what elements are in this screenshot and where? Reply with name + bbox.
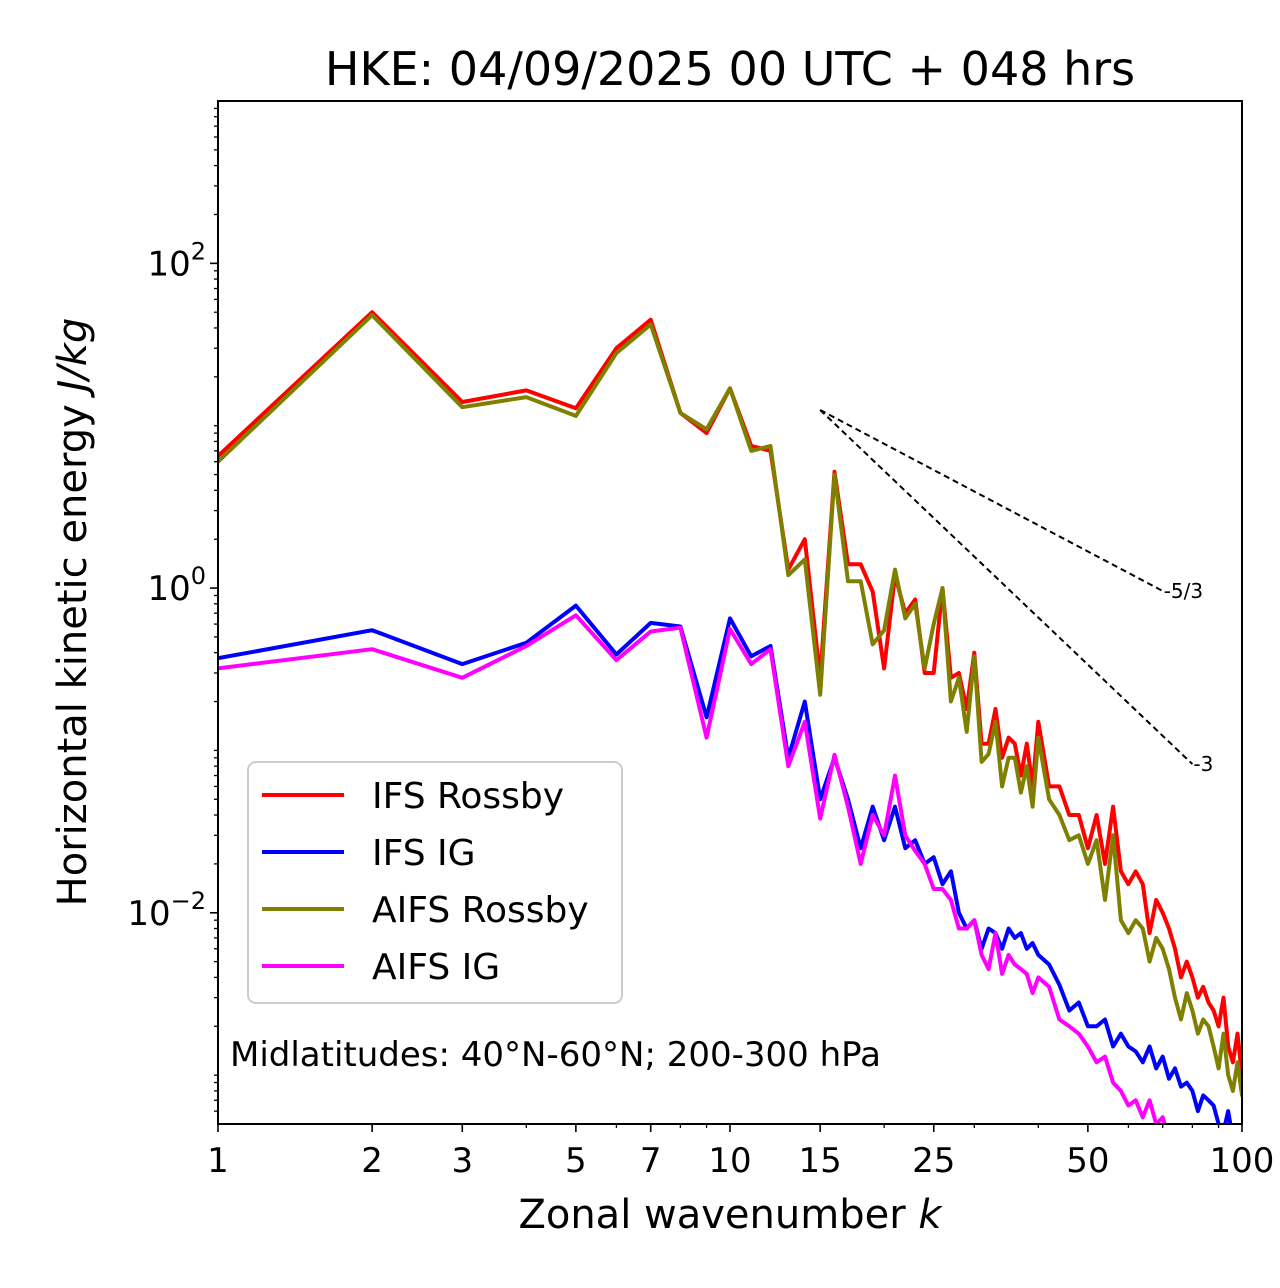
- y-tick-label: 102: [147, 237, 206, 284]
- series-layer: [218, 310, 1242, 1124]
- x-tick-label: 100: [1210, 1141, 1275, 1181]
- legend-label-ifs-ig: IFS IG: [372, 833, 476, 874]
- y-tick-label: 10−2: [127, 887, 206, 934]
- legend-label-ifs-rossby: IFS Rossby: [372, 776, 564, 817]
- reference-slope-label-2: -3: [1193, 752, 1213, 776]
- x-tick-label: 25: [912, 1141, 955, 1181]
- region-annotation: Midlatitudes: 40°N-60°N; 200-300 hPa: [230, 1035, 881, 1075]
- x-tick-label: 2: [361, 1141, 383, 1181]
- x-tick-label: 15: [799, 1141, 842, 1181]
- x-tick-label: 3: [451, 1141, 473, 1181]
- y-tick-label: 100: [147, 562, 206, 609]
- reference-slope-label-1: -5/3: [1164, 579, 1203, 603]
- reference-slopes: [819, 409, 1194, 765]
- chart-title: HKE: 04/09/2025 00 UTC + 048 hrs: [325, 42, 1135, 96]
- x-tick-label: 5: [565, 1141, 587, 1181]
- legend: IFS Rossby IFS IG AIFS Rossby AIFS IG: [247, 761, 623, 1004]
- legend-label-aifs-ig: AIFS IG: [372, 947, 500, 988]
- legend-box: [247, 761, 623, 1004]
- reference-slope-line-1: [819, 409, 1164, 592]
- reference-slope-labels: -5/3 -3: [1164, 579, 1214, 776]
- x-tick-label: 10: [708, 1141, 751, 1181]
- plot-frame: [217, 100, 1243, 1125]
- x-axis-label: Zonal wavenumber k: [518, 1192, 943, 1238]
- series-line-aifs-rossby: [218, 313, 1242, 1098]
- reference-slope-line-2: [819, 409, 1194, 765]
- legend-label-aifs-rossby: AIFS Rossby: [372, 890, 589, 931]
- y-axis-label: Horizontal kinetic energy J/kg: [50, 318, 96, 907]
- x-tick-label: 7: [640, 1141, 662, 1181]
- x-tick-label: 1: [207, 1141, 229, 1181]
- series-line-aifs-ig: [218, 613, 1167, 1124]
- axis-ticks: 1 2 3 5 7 10 15 25 50 100 102 100 10−2: [127, 107, 1275, 1181]
- x-tick-label: 50: [1066, 1141, 1109, 1181]
